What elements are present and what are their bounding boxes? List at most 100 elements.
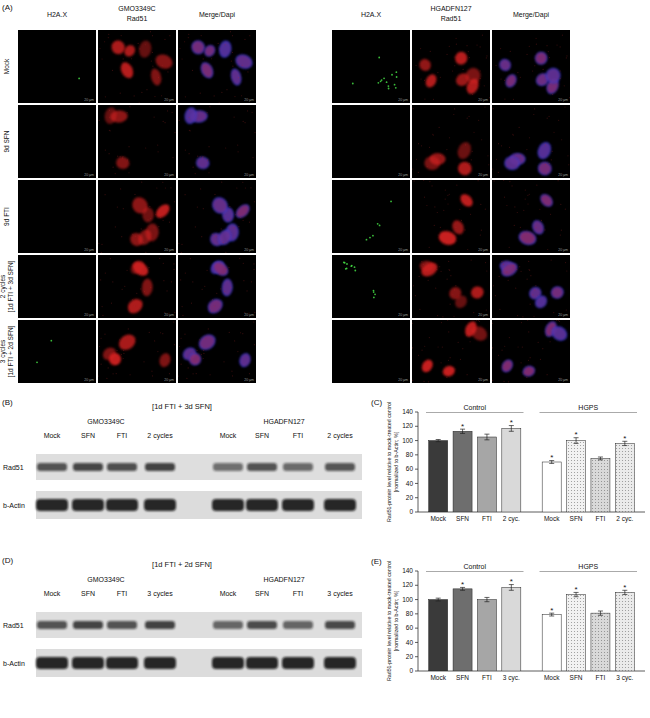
speckle (150, 31, 151, 32)
micrograph-bg (98, 30, 176, 103)
speckle (221, 182, 222, 183)
speckle (435, 288, 436, 289)
y-tick-label: 0 (409, 508, 413, 515)
speckle (229, 206, 230, 207)
speckle (106, 378, 107, 379)
speckle (510, 51, 511, 52)
speckle (504, 197, 505, 198)
speckle (466, 173, 467, 174)
speckle (238, 77, 239, 78)
speckle (414, 180, 415, 181)
micrograph (178, 320, 256, 383)
speckle (192, 70, 193, 71)
micrograph-bg (492, 105, 570, 178)
speckle (530, 357, 531, 358)
speckle (242, 333, 243, 334)
h2ax-focus (343, 262, 345, 264)
micrograph (492, 255, 570, 318)
speckle (146, 269, 147, 270)
speckle (239, 258, 240, 259)
speckle (202, 156, 203, 157)
speckle (504, 98, 505, 99)
rad51-nucleus (424, 156, 441, 171)
speckle (413, 108, 414, 109)
speckle (125, 337, 126, 338)
speckle (179, 120, 180, 121)
speckle (517, 315, 518, 316)
rad51-overlay (217, 228, 234, 246)
speckle (452, 294, 453, 295)
speckle (556, 320, 557, 321)
speckle (169, 35, 170, 36)
actin-band (282, 499, 314, 511)
dapi-nucleus (205, 296, 226, 316)
speckle (167, 71, 168, 72)
speckle (484, 106, 485, 107)
rad51-band (145, 621, 175, 629)
scale-bar-label: 20 µm (558, 313, 568, 317)
dapi-nucleus (497, 57, 513, 73)
x-tick-label: 2 cyc. (503, 515, 520, 523)
speckle (456, 185, 457, 186)
error-cap (598, 457, 603, 458)
speckle (195, 173, 196, 174)
speckle (428, 381, 429, 382)
rad51-band (213, 621, 243, 629)
speckle (498, 355, 499, 356)
speckle (134, 306, 135, 307)
speckle (412, 323, 413, 324)
micrograph-bg (492, 255, 570, 318)
error-bar (598, 457, 603, 460)
rad51-overlay (238, 353, 251, 368)
channel-header: Merge/Dapi (199, 11, 236, 19)
error-bar (484, 597, 489, 601)
axis-title: [normalized to b-Actin; %] (393, 431, 399, 492)
speckle (473, 132, 474, 133)
error-cap (436, 601, 441, 602)
speckle (503, 381, 504, 382)
speckle (433, 99, 434, 100)
h2ax-focus (373, 297, 375, 299)
speckle (99, 48, 100, 49)
rad51-nucleus (456, 159, 474, 177)
speckle (415, 65, 416, 66)
y-tick (415, 454, 418, 455)
dapi-nucleus (233, 202, 252, 221)
speckle (512, 134, 513, 135)
speckle (486, 57, 487, 58)
speckle (98, 375, 99, 376)
speckle (109, 110, 110, 111)
rad51-nucleus (158, 352, 173, 369)
speckle (212, 299, 213, 300)
speckle (160, 332, 161, 333)
speckle (189, 117, 190, 118)
speckle (190, 258, 191, 259)
speckle (476, 44, 477, 45)
speckle (162, 65, 163, 66)
x-tick-label: 3 cyc. (616, 674, 633, 682)
speckle (188, 153, 189, 154)
micrograph (332, 30, 410, 103)
speckle (234, 96, 235, 97)
speckle (429, 181, 430, 182)
x-tick-label: SFN (570, 515, 583, 522)
speckle (227, 219, 228, 220)
speckle (203, 350, 204, 351)
speckle (249, 35, 250, 36)
speckle (431, 185, 432, 186)
speckle (492, 323, 493, 324)
speckle (465, 144, 466, 145)
speckle (163, 263, 164, 264)
scale-bar-label: 20 µm (244, 313, 254, 317)
speckle (214, 95, 215, 96)
dapi-nucleus (533, 293, 550, 310)
micrograph (412, 180, 490, 253)
bar (429, 441, 448, 512)
speckle (421, 261, 422, 262)
blot-title: [1d FTI + 3d SFN] (152, 402, 212, 411)
speckle (527, 320, 528, 321)
dapi-nucleus (536, 159, 554, 177)
lane-label: SFN (81, 432, 95, 439)
speckle (116, 373, 117, 374)
speckle (499, 309, 500, 310)
